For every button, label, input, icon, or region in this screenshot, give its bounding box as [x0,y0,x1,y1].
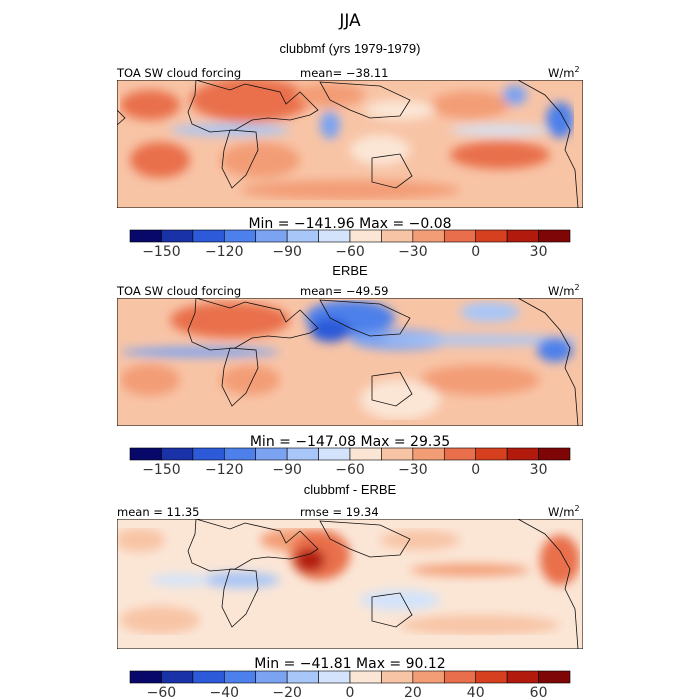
colorbar-segment [161,670,194,684]
colorbar-segment [443,229,477,243]
colorbar-segment [475,670,508,684]
colorbar-tick-label: −90 [272,462,302,478]
panel-diff-rmse-label: rmse = 19.34 [300,505,379,519]
colorbar-tick-label: 40 [467,685,485,700]
panel-diff: mean = 11.35 rmse = 19.34 W/m2 [117,504,583,700]
panel-diff-title: clubbmf - ERBE [304,482,397,497]
colorbar-tick-label: −30 [398,462,428,478]
colorbar-segment [538,229,571,243]
panel-obs-stats: Min = −147.08 Max = 29.35 [250,434,450,450]
colorbar-segment [161,447,194,461]
colorbar-segment [318,447,351,461]
colorbar-tick-label: −150 [142,462,180,478]
panel-obs: TOA SW cloud forcing mean= −49.59 W/m2 [116,283,583,478]
colorbar-tick-label: −60 [335,462,365,478]
colorbar-tick-label: 30 [530,244,548,260]
colorbar-tick-label: −40 [210,685,240,700]
panel-obs-mean-label: mean= −49.59 [300,284,388,298]
colorbar-tick-label: 0 [471,462,480,478]
colorbar-segment [286,447,319,461]
colorbar-segment [475,447,508,461]
colorbar-segment [129,229,162,243]
panel-obs-title: ERBE [332,263,368,278]
panel-model-mean-label: mean= −38.11 [300,66,388,80]
colorbar-segment [223,670,257,684]
colorbar-segment [318,229,351,243]
colorbar-tick-label: −30 [398,244,428,260]
colorbar-segment [506,447,539,461]
colorbar-segment [538,670,571,684]
colorbar-tick-label: −60 [147,685,177,700]
colorbar-tick-label: −150 [142,244,180,260]
colorbar-segment [192,447,225,461]
colorbar-segment [412,670,445,684]
panel-diff-map [117,519,583,649]
colorbar-tick-label: 60 [530,685,548,700]
colorbar-segment [538,447,571,461]
colorbar-segment [349,229,382,243]
colorbar-tick-label: −120 [205,244,243,260]
panel-model-units: W/m2 [548,65,580,80]
colorbar-segment [318,670,351,684]
season-title: JJA [338,11,361,31]
colorbar-segment [412,229,445,243]
panel-diff-units: W/m2 [548,504,580,519]
colorbar-segment [129,670,162,684]
colorbar-segment [349,670,382,684]
colorbar-segment [255,229,288,243]
colorbar-segment [161,229,194,243]
colorbar-tick-label: 30 [530,462,548,478]
colorbar-tick-label: −90 [272,244,302,260]
colorbar-segment [506,670,539,684]
colorbar-tick-label: 20 [404,685,422,700]
colorbar-segment [286,670,319,684]
colorbar-segment [412,447,445,461]
colorbar-segment [443,670,477,684]
colorbar-segment [255,447,288,461]
panel-obs-map [117,298,583,426]
colorbar-segment [475,229,508,243]
panel-model-stats: Min = −141.96 Max = −0.08 [248,216,451,232]
colorbar-segment [506,229,539,243]
colorbar-segment [129,447,162,461]
colorbar-tick-label: 0 [346,685,355,700]
panel-diff-mean-label: mean = 11.35 [117,505,199,519]
colorbar-segment [286,229,319,243]
panel-diff-stats: Min = −41.81 Max = 90.12 [254,656,445,672]
panel-diff-colorbar: −60 −40 −20 0 20 40 60 [129,670,571,700]
colorbar-segment [192,670,225,684]
panel-model-colorbar: −150 −120 −90 −60 −30 0 30 [129,229,571,260]
panel-model-map [117,80,583,208]
colorbar-segment [349,447,382,461]
colorbar-tick-label: 0 [471,244,480,260]
colorbar-segment [381,447,414,461]
panel-obs-left-label: TOA SW cloud forcing [116,284,241,298]
colorbar-tick-label: −120 [205,462,243,478]
colorbar-segment [381,229,414,243]
panel-model-left-label: TOA SW cloud forcing [116,66,241,80]
colorbar-segment [443,447,477,461]
colorbar-tick-label: −20 [272,685,302,700]
colorbar-segment [223,229,257,243]
panel-obs-colorbar: −150 −120 −90 −60 −30 0 30 [129,447,571,478]
colorbar-segment [381,670,414,684]
colorbar-segment [255,670,288,684]
panel-obs-units: W/m2 [548,283,580,298]
colorbar-segment [192,229,225,243]
panel-model: TOA SW cloud forcing mean= −38.11 W/m2 [116,65,583,260]
run-subtitle: clubbmf (yrs 1979-1979) [280,41,421,56]
colorbar-tick-label: −60 [335,244,365,260]
colorbar-segment [223,447,257,461]
